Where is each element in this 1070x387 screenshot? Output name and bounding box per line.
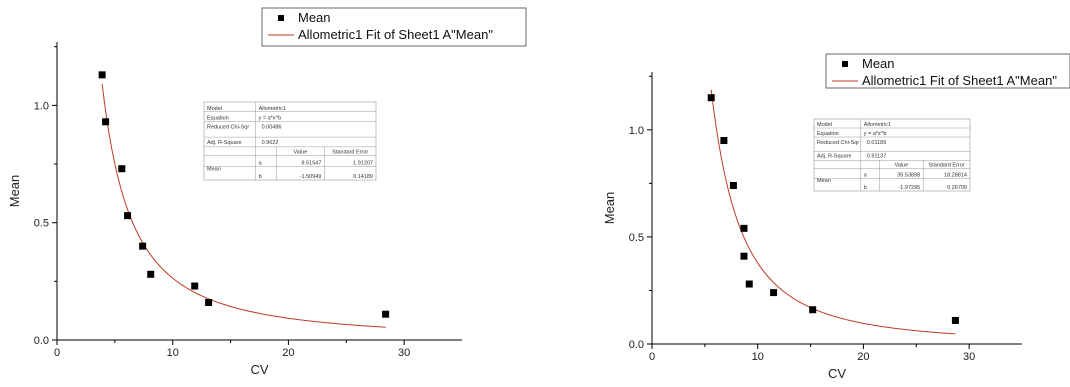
legend-label-points: Mean — [862, 56, 895, 71]
legend-label-fit: Allometric1 Fit of Sheet1 A"Mean" — [862, 73, 1057, 88]
y-axis-title: Mean — [7, 175, 22, 208]
fit-table-box — [203, 101, 377, 181]
data-point — [118, 165, 126, 173]
y-tick-label: 0.5 — [629, 232, 644, 244]
y-axis-title: Mean — [602, 192, 617, 225]
data-point — [124, 212, 132, 220]
legend-marker-points — [278, 15, 284, 21]
fit-curve — [710, 89, 956, 335]
fit-table-value: 0.00486 — [262, 125, 282, 131]
data-point — [720, 137, 728, 145]
y-tick-label: 0.0 — [34, 335, 49, 347]
x-tick-label: 10 — [167, 347, 179, 359]
x-axis-title: CV — [828, 366, 846, 381]
legend-box — [825, 53, 1070, 89]
fit-table-value: Allometric1 — [259, 106, 286, 112]
fit-table-value: -1.97295 — [898, 185, 920, 191]
fit-table-value: 18.28814 — [944, 172, 967, 178]
data-point — [740, 252, 748, 260]
data-point — [191, 282, 199, 290]
fit-table-label: Reduced Chi-Sqr — [817, 140, 859, 146]
fit-table-value: y = a*x^b — [864, 131, 887, 137]
fit-table-param: a — [864, 172, 868, 178]
fit-table-header: Standard Error — [332, 150, 368, 156]
data-point — [147, 270, 155, 278]
data-point — [740, 224, 748, 232]
fit-table-label: Equation — [207, 116, 229, 122]
data-point — [205, 298, 213, 306]
fit-curve — [101, 83, 386, 328]
x-tick-label: 0 — [649, 351, 655, 363]
fit-table-label: Equation — [817, 131, 839, 137]
fit-table-value: 0.01189 — [867, 140, 886, 146]
fit-table-header: Standard Error — [929, 163, 965, 169]
data-point — [729, 182, 737, 190]
fit-table-value: 0.14189 — [353, 174, 373, 180]
data-point — [102, 118, 110, 126]
fit-table-label: Adj. R-Square — [817, 153, 852, 159]
y-tick-label: 0.5 — [34, 218, 49, 230]
legend: Mean Allometric1 Fit of Sheet1 A"Mean" — [825, 53, 1070, 89]
y-tick-label: 1.0 — [34, 100, 49, 112]
data-point — [745, 280, 753, 288]
fit-table-param: b — [864, 185, 867, 191]
data-point — [770, 289, 778, 297]
fit-table-label: Mean — [207, 166, 221, 172]
data-point — [98, 71, 106, 79]
fit-table-value: 0.91137 — [867, 153, 886, 159]
legend-marker-points — [842, 61, 848, 67]
fit-table-label: Adj. R-Square — [207, 140, 242, 146]
data-point — [707, 94, 715, 102]
x-tick-label: 0 — [54, 347, 60, 359]
y-tick-label: 1.0 — [629, 125, 644, 137]
fit-table-header: Value — [895, 163, 909, 169]
legend-box — [261, 7, 527, 47]
fit-table-value: 35.53898 — [897, 172, 920, 178]
chart-panel-1: 0 10 20 30 0.0 0.5 1.0 CV Mean Mean Allometric1 Fi… — [7, 7, 527, 377]
fit-table-param: b — [259, 174, 262, 180]
x-axis-title: CV — [250, 362, 268, 377]
x-tick-label: 20 — [282, 347, 294, 359]
y-tick-label: 0.0 — [629, 339, 644, 351]
data-point — [809, 306, 817, 314]
data-point — [951, 316, 959, 324]
fit-table-label: Model — [207, 106, 222, 112]
x-tick-label: 30 — [963, 351, 975, 363]
legend: Mean Allometric1 Fit of Sheet1 A"Mean" — [261, 7, 527, 47]
fit-table-value: -1.50949 — [300, 174, 322, 180]
fit-table-label: Model — [817, 122, 832, 128]
fit-table-label: Mean — [817, 178, 831, 184]
x-tick-label: 10 — [752, 351, 764, 363]
fit-table-value: Allometric1 — [864, 122, 891, 128]
data-point — [139, 242, 147, 250]
legend-label-points: Mean — [298, 10, 331, 25]
data-point — [382, 310, 390, 318]
fit-table-value: 0.9622 — [262, 140, 279, 146]
fit-table-value: 0.26709 — [947, 185, 967, 191]
fit-table: Model Allometric1 Equation y = a*x^b Reduced… — [203, 101, 377, 181]
x-tick-label: 30 — [398, 347, 410, 359]
legend-label-fit: Allometric1 Fit of Sheet1 A"Mean" — [298, 27, 493, 42]
fit-table-value: 1.91207 — [353, 160, 373, 166]
fit-table-value: y = a*x^b — [259, 116, 282, 122]
fit-table-header: Value — [293, 150, 307, 156]
fit-table-value: 8.51547 — [302, 160, 322, 166]
fit-table-param: a — [259, 160, 263, 166]
chart-panel-2: 0 10 20 30 0.0 0.5 1.0 CV Mean Mean Allometric1 Fi… — [602, 53, 1070, 381]
fit-table-box — [813, 118, 971, 192]
fit-table-label: Reduced Chi-Sqr — [207, 125, 249, 131]
x-tick-label: 20 — [857, 351, 869, 363]
fit-table: Model Allometric1 Equation y = a*x^b Reduced… — [813, 118, 971, 192]
